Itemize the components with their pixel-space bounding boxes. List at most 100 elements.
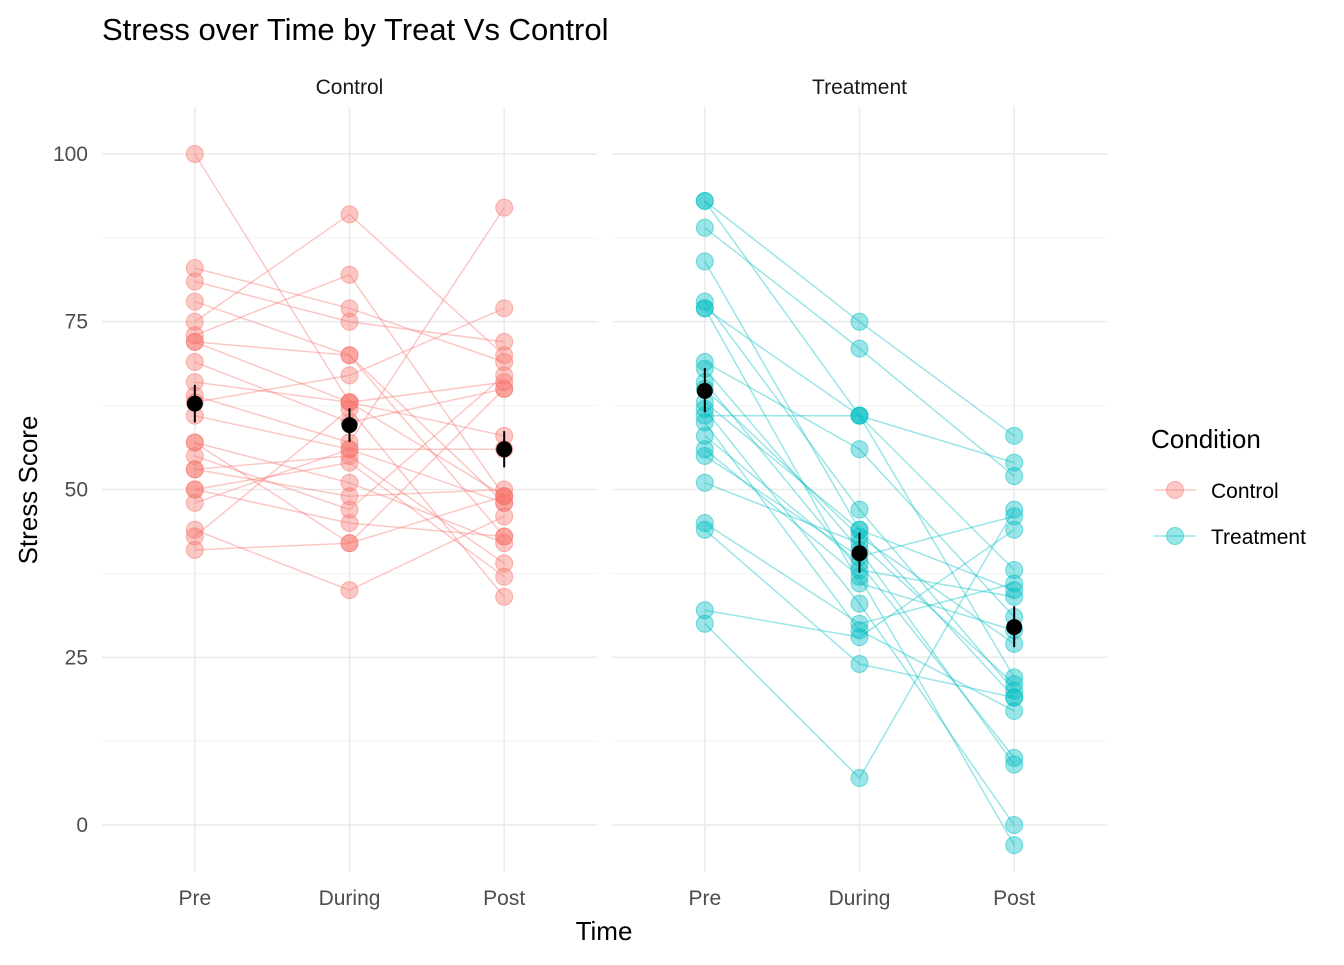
data-point [850, 339, 869, 358]
subject-line [194, 455, 505, 564]
data-point [695, 299, 714, 318]
y-tick-label: 100 [53, 143, 88, 166]
data-point [340, 265, 359, 284]
chart-title: Stress over Time by Treat Vs Control [102, 12, 609, 47]
data-point [340, 473, 359, 492]
y-tick-label: 0 [76, 814, 88, 837]
data-point [340, 514, 359, 533]
data-point [1005, 426, 1024, 445]
x-axis-title: Time [576, 916, 633, 946]
legend-key-point [1166, 481, 1184, 499]
subject-line [194, 448, 505, 504]
subject-line [194, 461, 505, 578]
data-point [695, 252, 714, 271]
data-point [495, 487, 514, 506]
data-point [695, 426, 714, 445]
subject-line [194, 374, 505, 511]
subject-line [704, 522, 1015, 625]
data-point [495, 379, 514, 398]
data-point [495, 346, 514, 365]
data-point [185, 460, 204, 479]
subject-line [194, 207, 505, 444]
data-point [495, 587, 514, 606]
subject-line [704, 529, 1015, 699]
subject-line [704, 227, 1015, 477]
legend-label: Control [1211, 480, 1279, 503]
data-point [850, 594, 869, 613]
legend-label: Treatment [1211, 526, 1306, 549]
data-point [185, 493, 204, 512]
x-tick-label: During [829, 887, 891, 910]
subject-line [704, 448, 1015, 846]
data-point [185, 540, 204, 559]
data-point [695, 446, 714, 465]
data-point [695, 601, 714, 620]
subject-line [704, 260, 1015, 591]
x-tick-label: Post [993, 887, 1035, 910]
data-point [340, 440, 359, 459]
legend-title: Condition [1151, 424, 1261, 454]
data-point [185, 259, 204, 278]
data-point [695, 614, 714, 633]
x-tick-label: Pre [688, 887, 721, 910]
panel-strip-label: Treatment [812, 76, 907, 99]
data-point [495, 299, 514, 318]
data-point [495, 507, 514, 526]
data-point [695, 514, 714, 533]
data-point [1005, 574, 1024, 593]
y-axis-title: Stress Score [13, 416, 43, 565]
data-point [1005, 587, 1024, 606]
data-point [695, 191, 714, 210]
subject-line [194, 300, 505, 504]
data-point [185, 326, 204, 345]
data-point [695, 292, 714, 311]
data-point [850, 500, 869, 519]
data-point [1005, 507, 1024, 526]
subject-line [194, 515, 505, 592]
panel-treatment: Treatment Pre During Post [612, 76, 1107, 910]
data-point [185, 144, 204, 163]
data-point [695, 440, 714, 459]
subject-line [194, 153, 505, 437]
data-point [850, 574, 869, 593]
legend-item-control: Control [1154, 480, 1279, 503]
subject-line [194, 495, 505, 551]
subject-line [194, 341, 505, 537]
data-point [1005, 668, 1024, 687]
subject-line [704, 509, 1015, 780]
subject-line [704, 301, 1015, 692]
panel-strip-label: Control [316, 76, 384, 99]
subject-line [704, 414, 1015, 678]
data-point [695, 520, 714, 539]
data-point [185, 292, 204, 311]
data-point [850, 769, 869, 788]
subject-line [194, 267, 505, 363]
data-point [495, 480, 514, 499]
data-point [185, 312, 204, 331]
data-point [340, 453, 359, 472]
data-point [850, 440, 869, 459]
subject-line [704, 529, 1015, 638]
subject-line [704, 307, 1015, 571]
x-tick-label: Pre [178, 887, 211, 910]
subject-line [194, 488, 505, 538]
subject-line [194, 381, 505, 497]
data-point [495, 527, 514, 546]
mean-point [851, 545, 868, 562]
subject-line [704, 401, 1015, 699]
data-point [185, 480, 204, 499]
data-point [340, 366, 359, 385]
data-point [1005, 701, 1024, 720]
data-point [185, 527, 204, 546]
subject-line [194, 414, 505, 504]
data-point [340, 205, 359, 224]
subject-line [194, 213, 505, 356]
data-point [695, 413, 714, 432]
data-point [850, 312, 869, 331]
data-point [495, 493, 514, 512]
data-point [185, 433, 204, 452]
data-point [1005, 500, 1024, 519]
subject-line [194, 273, 505, 497]
